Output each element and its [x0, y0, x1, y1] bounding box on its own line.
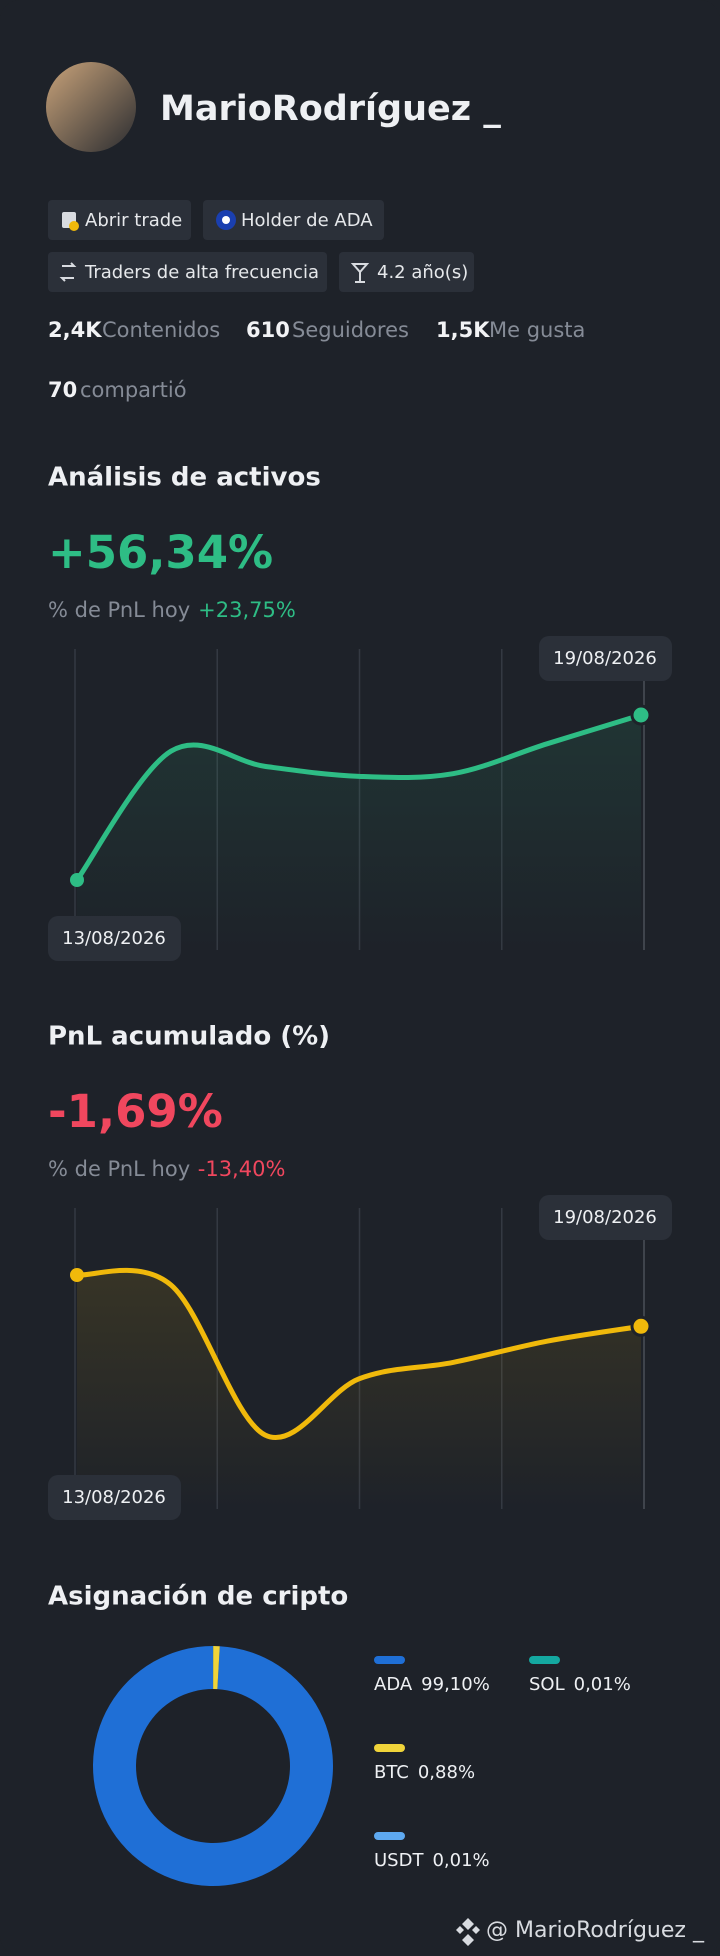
end-point [630, 704, 652, 726]
legend-value: 99,10% [421, 1674, 490, 1695]
legend-value: 0,01% [432, 1850, 489, 1871]
pnl-line [74, 1267, 644, 1440]
date-badge [539, 636, 672, 681]
legend-name: SOL [529, 1674, 565, 1695]
tag-icon [59, 262, 77, 282]
stat-label: compartió [80, 378, 187, 402]
legend-name: BTC [374, 1762, 409, 1783]
tags: Abrir trade Holder de ADA Traders de alt… [48, 200, 474, 292]
donut-slice [93, 1646, 334, 1887]
tag-label: 4.2 año(s) [377, 262, 468, 283]
pnl-label: % de PnL hoy [48, 598, 190, 622]
pnl-value: +23,75% [198, 598, 296, 622]
tag-label: Abrir trade [85, 210, 182, 231]
stat-label: Seguidores [292, 318, 409, 342]
legend-item: BTC 0,88% [374, 1762, 475, 1783]
pnl-label: % de PnL hoy [48, 1157, 190, 1181]
pnl-value: -13,40% [198, 1157, 286, 1181]
legend-name: ADA [374, 1674, 413, 1695]
legend-value: 0,01% [574, 1674, 631, 1695]
stat-label: Me gusta [489, 318, 585, 342]
end-point [630, 1315, 652, 1337]
legend-item: USDT 0,01% [374, 1850, 490, 1871]
tag [48, 252, 327, 292]
pnl-today: % de PnL hoy +23,75% [48, 598, 296, 622]
end-date: 19/08/2026 [553, 1207, 657, 1228]
legend-swatch [374, 1744, 405, 1752]
tag [48, 200, 191, 240]
section-title: Asignación de cripto [48, 1582, 348, 1612]
end-date: 19/08/2026 [553, 648, 657, 669]
footer: @ MarioRodríguez _ [456, 1918, 705, 1946]
stat-value: 2,4K [48, 318, 102, 342]
start-date: 13/08/2026 [62, 1487, 166, 1508]
legend-item: SOL 0,01% [529, 1674, 631, 1695]
pnl-today: % de PnL hoy -13,40% [48, 1157, 285, 1181]
watermark: @ MarioRodríguez _ [486, 1918, 705, 1943]
stat-value: 1,5K [436, 318, 490, 342]
pnl-line [74, 712, 644, 883]
legend-name: USDT [374, 1850, 424, 1871]
tag-label: Holder de ADA [241, 210, 373, 231]
legend-swatch [529, 1656, 560, 1664]
stat-value: 70 [48, 378, 77, 402]
end-point [70, 873, 84, 887]
area-fill [77, 1270, 641, 1509]
tag-label: Traders de alta frecuencia [84, 262, 319, 283]
legend-swatch [374, 1656, 405, 1664]
logo [456, 1918, 480, 1946]
date-badge [48, 1475, 181, 1520]
headline-value: -1,69% [48, 1085, 223, 1138]
section-title: PnL acumulado (%) [48, 1022, 330, 1052]
legend-swatch [374, 1832, 405, 1840]
section-title: Análisis de activos [48, 463, 321, 493]
legend-item: ADA 99,10% [374, 1674, 490, 1695]
legend-value: 0,88% [418, 1762, 475, 1783]
avatar[interactable] [46, 62, 136, 152]
headline-value: +56,34% [48, 526, 273, 579]
date-badge [539, 1195, 672, 1240]
tag-icon [350, 263, 370, 283]
start-date: 13/08/2026 [62, 928, 166, 949]
donut-slice [213, 1646, 220, 1690]
tag [339, 252, 474, 292]
stats: 2,4K Contenidos 610 Seguidores 1,5K Me g… [48, 318, 585, 402]
date-badge [48, 916, 181, 961]
stat-value: 610 [246, 318, 290, 342]
tag [203, 200, 384, 240]
tag-icon [69, 221, 79, 231]
user-name: MarioRodríguez _ [160, 89, 501, 129]
tag-icon [222, 216, 230, 224]
end-point [70, 1268, 84, 1282]
area-fill [77, 715, 641, 950]
stat-label: Contenidos [102, 318, 220, 342]
